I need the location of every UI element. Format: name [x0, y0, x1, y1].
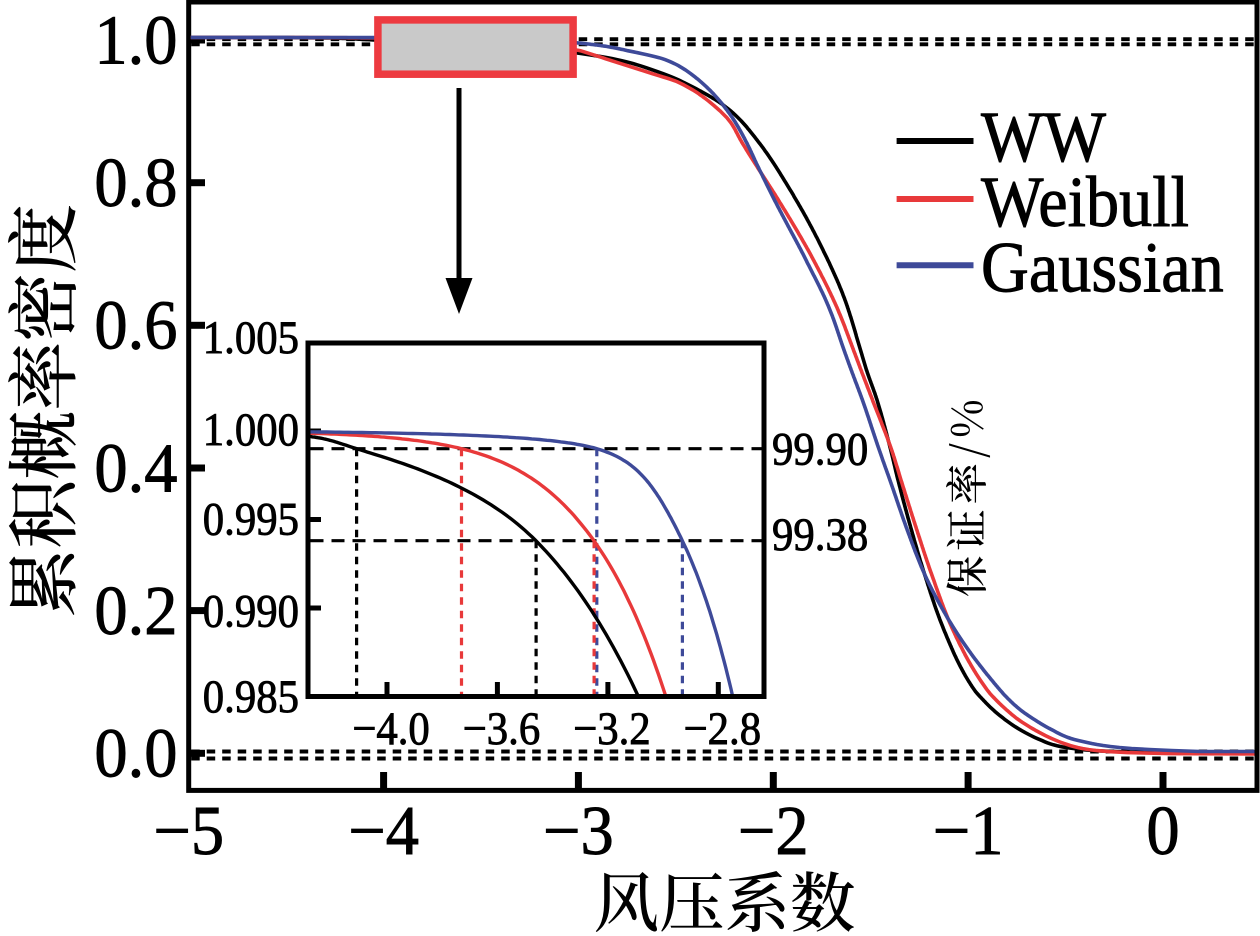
svg-text:−3.2: −3.2	[573, 702, 651, 754]
svg-text:99.38: 99.38	[772, 508, 868, 560]
svg-text:−2.8: −2.8	[684, 702, 762, 754]
svg-text:1.0: 1.0	[94, 1, 177, 79]
svg-text:99.90: 99.90	[772, 423, 868, 475]
svg-text:0.0: 0.0	[94, 714, 177, 792]
svg-text:−2: −2	[738, 791, 809, 869]
svg-text:−3: −3	[543, 791, 614, 869]
svg-text:−4: −4	[348, 791, 419, 869]
svg-text:1.000: 1.000	[203, 403, 299, 455]
svg-text:0.985: 0.985	[203, 670, 299, 722]
svg-text:−3.6: −3.6	[463, 702, 541, 754]
svg-text:Weibull: Weibull	[981, 161, 1189, 241]
svg-text:1.005: 1.005	[203, 311, 299, 363]
svg-text:WW: WW	[981, 96, 1107, 176]
svg-text:0.990: 0.990	[203, 585, 299, 637]
svg-text:0.8: 0.8	[94, 143, 177, 221]
svg-text:0.995: 0.995	[203, 493, 299, 545]
svg-text:Gaussian: Gaussian	[981, 227, 1224, 307]
svg-text:0.6: 0.6	[94, 286, 177, 364]
svg-text:−1: −1	[933, 791, 1004, 869]
svg-text:0.2: 0.2	[94, 571, 177, 649]
svg-text:0.4: 0.4	[94, 429, 177, 507]
svg-text:−5: −5	[153, 791, 224, 869]
svg-text:0: 0	[1146, 791, 1179, 869]
svg-text:−4.0: −4.0	[352, 702, 430, 754]
